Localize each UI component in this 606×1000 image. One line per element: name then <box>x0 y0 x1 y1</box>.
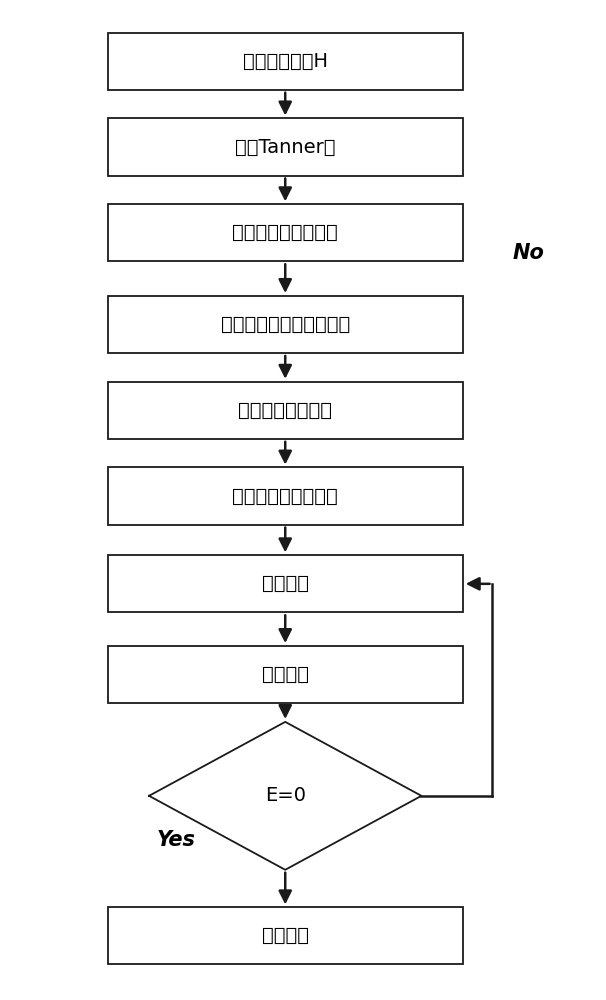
Text: 构造隐层神经元输出函数: 构造隐层神经元输出函数 <box>221 315 350 334</box>
FancyBboxPatch shape <box>108 204 463 261</box>
Text: 构造模型能量函数: 构造模型能量函数 <box>238 401 332 420</box>
FancyBboxPatch shape <box>108 646 463 703</box>
FancyBboxPatch shape <box>108 118 463 176</box>
Text: 构建受限玻尔兹曼机: 构建受限玻尔兹曼机 <box>232 223 338 242</box>
Text: No: No <box>512 243 544 263</box>
FancyBboxPatch shape <box>108 555 463 612</box>
Text: 显层神经元赋初始值: 显层神经元赋初始值 <box>232 487 338 506</box>
Polygon shape <box>149 722 421 870</box>
Text: 反馈计算: 反馈计算 <box>262 665 308 684</box>
Text: Yes: Yes <box>156 830 195 850</box>
Text: 终止译码: 终止译码 <box>262 926 308 945</box>
FancyBboxPatch shape <box>108 467 463 525</box>
FancyBboxPatch shape <box>108 907 463 964</box>
FancyBboxPatch shape <box>108 296 463 353</box>
Text: E=0: E=0 <box>265 786 306 805</box>
Text: 确定校验矩阵H: 确定校验矩阵H <box>243 52 328 71</box>
Text: 前馈计算: 前馈计算 <box>262 574 308 593</box>
FancyBboxPatch shape <box>108 382 463 439</box>
Text: 画出Tanner图: 画出Tanner图 <box>235 137 336 156</box>
FancyBboxPatch shape <box>108 33 463 90</box>
